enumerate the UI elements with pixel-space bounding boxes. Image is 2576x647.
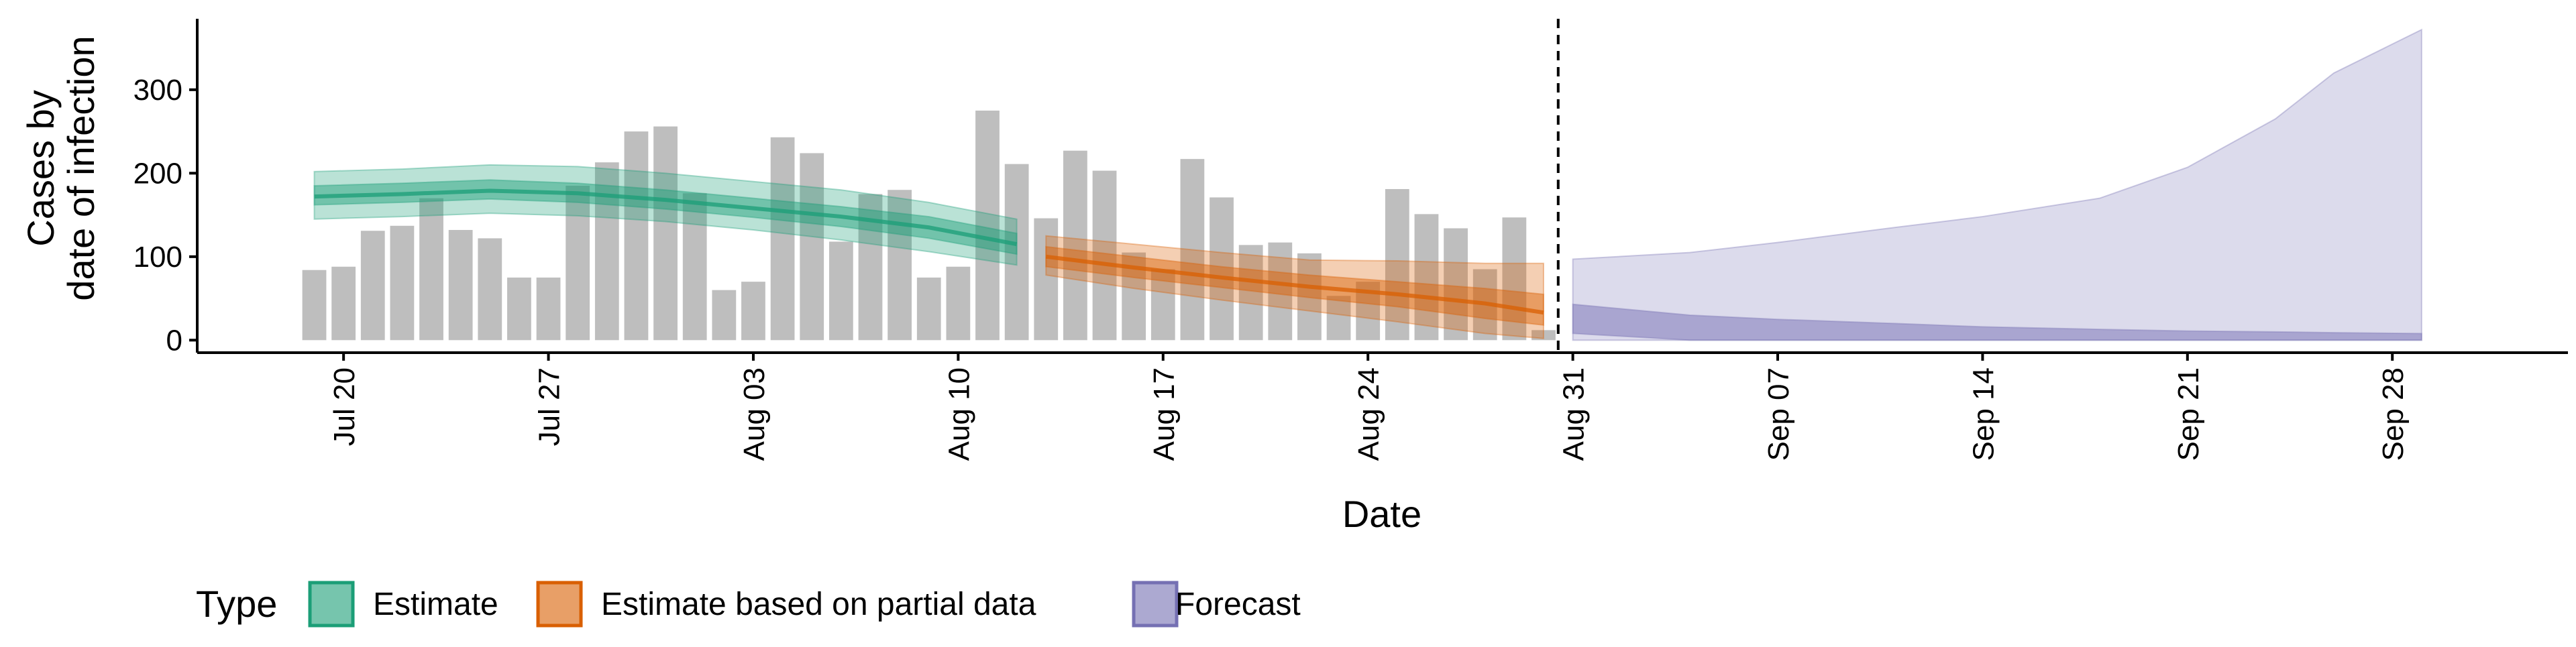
x-tick-label: Aug 10 bbox=[943, 367, 975, 461]
legend-item-forecast: Forecast bbox=[1132, 581, 1301, 628]
estimate-band-50 bbox=[313, 179, 1018, 255]
x-tick-label: Aug 03 bbox=[738, 367, 771, 461]
bar bbox=[888, 190, 912, 341]
forecast-band-90 bbox=[1572, 28, 2422, 341]
bar bbox=[594, 162, 619, 341]
bar bbox=[800, 153, 824, 341]
x-tick-label: Aug 31 bbox=[1558, 367, 1591, 461]
bar bbox=[1238, 245, 1263, 341]
bar bbox=[1004, 164, 1029, 341]
bar bbox=[1297, 253, 1322, 341]
x-tick-label: Aug 24 bbox=[1352, 367, 1385, 461]
bar bbox=[1444, 228, 1468, 341]
x-axis-title: Date bbox=[1342, 493, 1421, 535]
bar bbox=[653, 126, 678, 341]
bar bbox=[1414, 214, 1439, 341]
bar bbox=[302, 270, 327, 341]
bar bbox=[1150, 269, 1175, 341]
legend-title: Type bbox=[196, 583, 277, 625]
forecast-band-50 bbox=[1572, 303, 2422, 341]
bar bbox=[946, 266, 971, 341]
y-tick-label: 0 bbox=[166, 324, 182, 357]
bands-layer bbox=[313, 28, 2422, 341]
legend-label-forecast: Forecast bbox=[1175, 587, 1301, 622]
legend: Type Estimate Estimate based on partial … bbox=[196, 581, 1301, 628]
bar bbox=[507, 277, 531, 341]
bar bbox=[975, 110, 1000, 341]
x-tick-label: Sep 21 bbox=[2172, 367, 2205, 461]
bar bbox=[331, 266, 356, 341]
partial-median-line bbox=[1045, 254, 1544, 315]
bar bbox=[682, 193, 707, 341]
bar bbox=[566, 186, 590, 341]
bar bbox=[1502, 217, 1527, 341]
legend-label-estimate: Estimate bbox=[373, 587, 498, 622]
bar bbox=[1210, 197, 1234, 341]
bar bbox=[1092, 170, 1117, 341]
bar bbox=[1063, 150, 1087, 341]
y-tick-label: 300 bbox=[133, 74, 182, 107]
legend-swatch-forecast bbox=[1132, 581, 1179, 628]
x-tick-label: Jul 27 bbox=[533, 367, 566, 446]
x-tick-label: Sep 07 bbox=[1762, 367, 1795, 461]
x-tick-label: Jul 20 bbox=[328, 367, 361, 446]
estimate-median-line bbox=[314, 188, 1018, 247]
bar bbox=[1180, 159, 1205, 341]
bar bbox=[419, 198, 443, 341]
bar bbox=[1532, 330, 1556, 341]
bar bbox=[770, 137, 795, 341]
legend-label-partial: Estimate based on partial data bbox=[601, 587, 1036, 622]
x-tick-label: Sep 28 bbox=[2377, 367, 2410, 461]
y-tick-label: 200 bbox=[133, 157, 182, 190]
labels-layer: Date Cases by date of infection bbox=[19, 36, 1421, 535]
bar bbox=[741, 282, 765, 341]
y-tick-label: 100 bbox=[133, 241, 182, 274]
legend-item-estimate: Estimate bbox=[308, 581, 498, 628]
bar bbox=[360, 231, 385, 341]
bar bbox=[536, 277, 561, 341]
y-axis-title-line2: date of infection bbox=[60, 36, 102, 300]
legend-swatch-estimate bbox=[308, 581, 355, 628]
bar bbox=[1268, 242, 1293, 341]
bar bbox=[916, 277, 941, 341]
bar bbox=[828, 241, 853, 341]
bar bbox=[712, 290, 737, 341]
x-tick-label: Sep 14 bbox=[1967, 367, 2000, 461]
bar bbox=[1326, 296, 1351, 341]
bar bbox=[1034, 218, 1059, 341]
bars-layer bbox=[302, 110, 1556, 341]
legend-item-partial: Estimate based on partial data bbox=[536, 581, 1036, 628]
bar bbox=[448, 229, 473, 341]
bar bbox=[1385, 188, 1409, 341]
axes-layer: 0 100 200 300 Jul 20 Jul 27 Aug 03 Aug 10 Aug 17… bbox=[133, 19, 2568, 461]
x-tick-label: Aug 17 bbox=[1148, 367, 1181, 461]
y-axis-title-line1: Cases by bbox=[19, 90, 62, 246]
bar bbox=[478, 238, 502, 341]
legend-swatch-partial bbox=[536, 581, 583, 628]
bar bbox=[390, 225, 415, 341]
bar bbox=[624, 131, 649, 341]
